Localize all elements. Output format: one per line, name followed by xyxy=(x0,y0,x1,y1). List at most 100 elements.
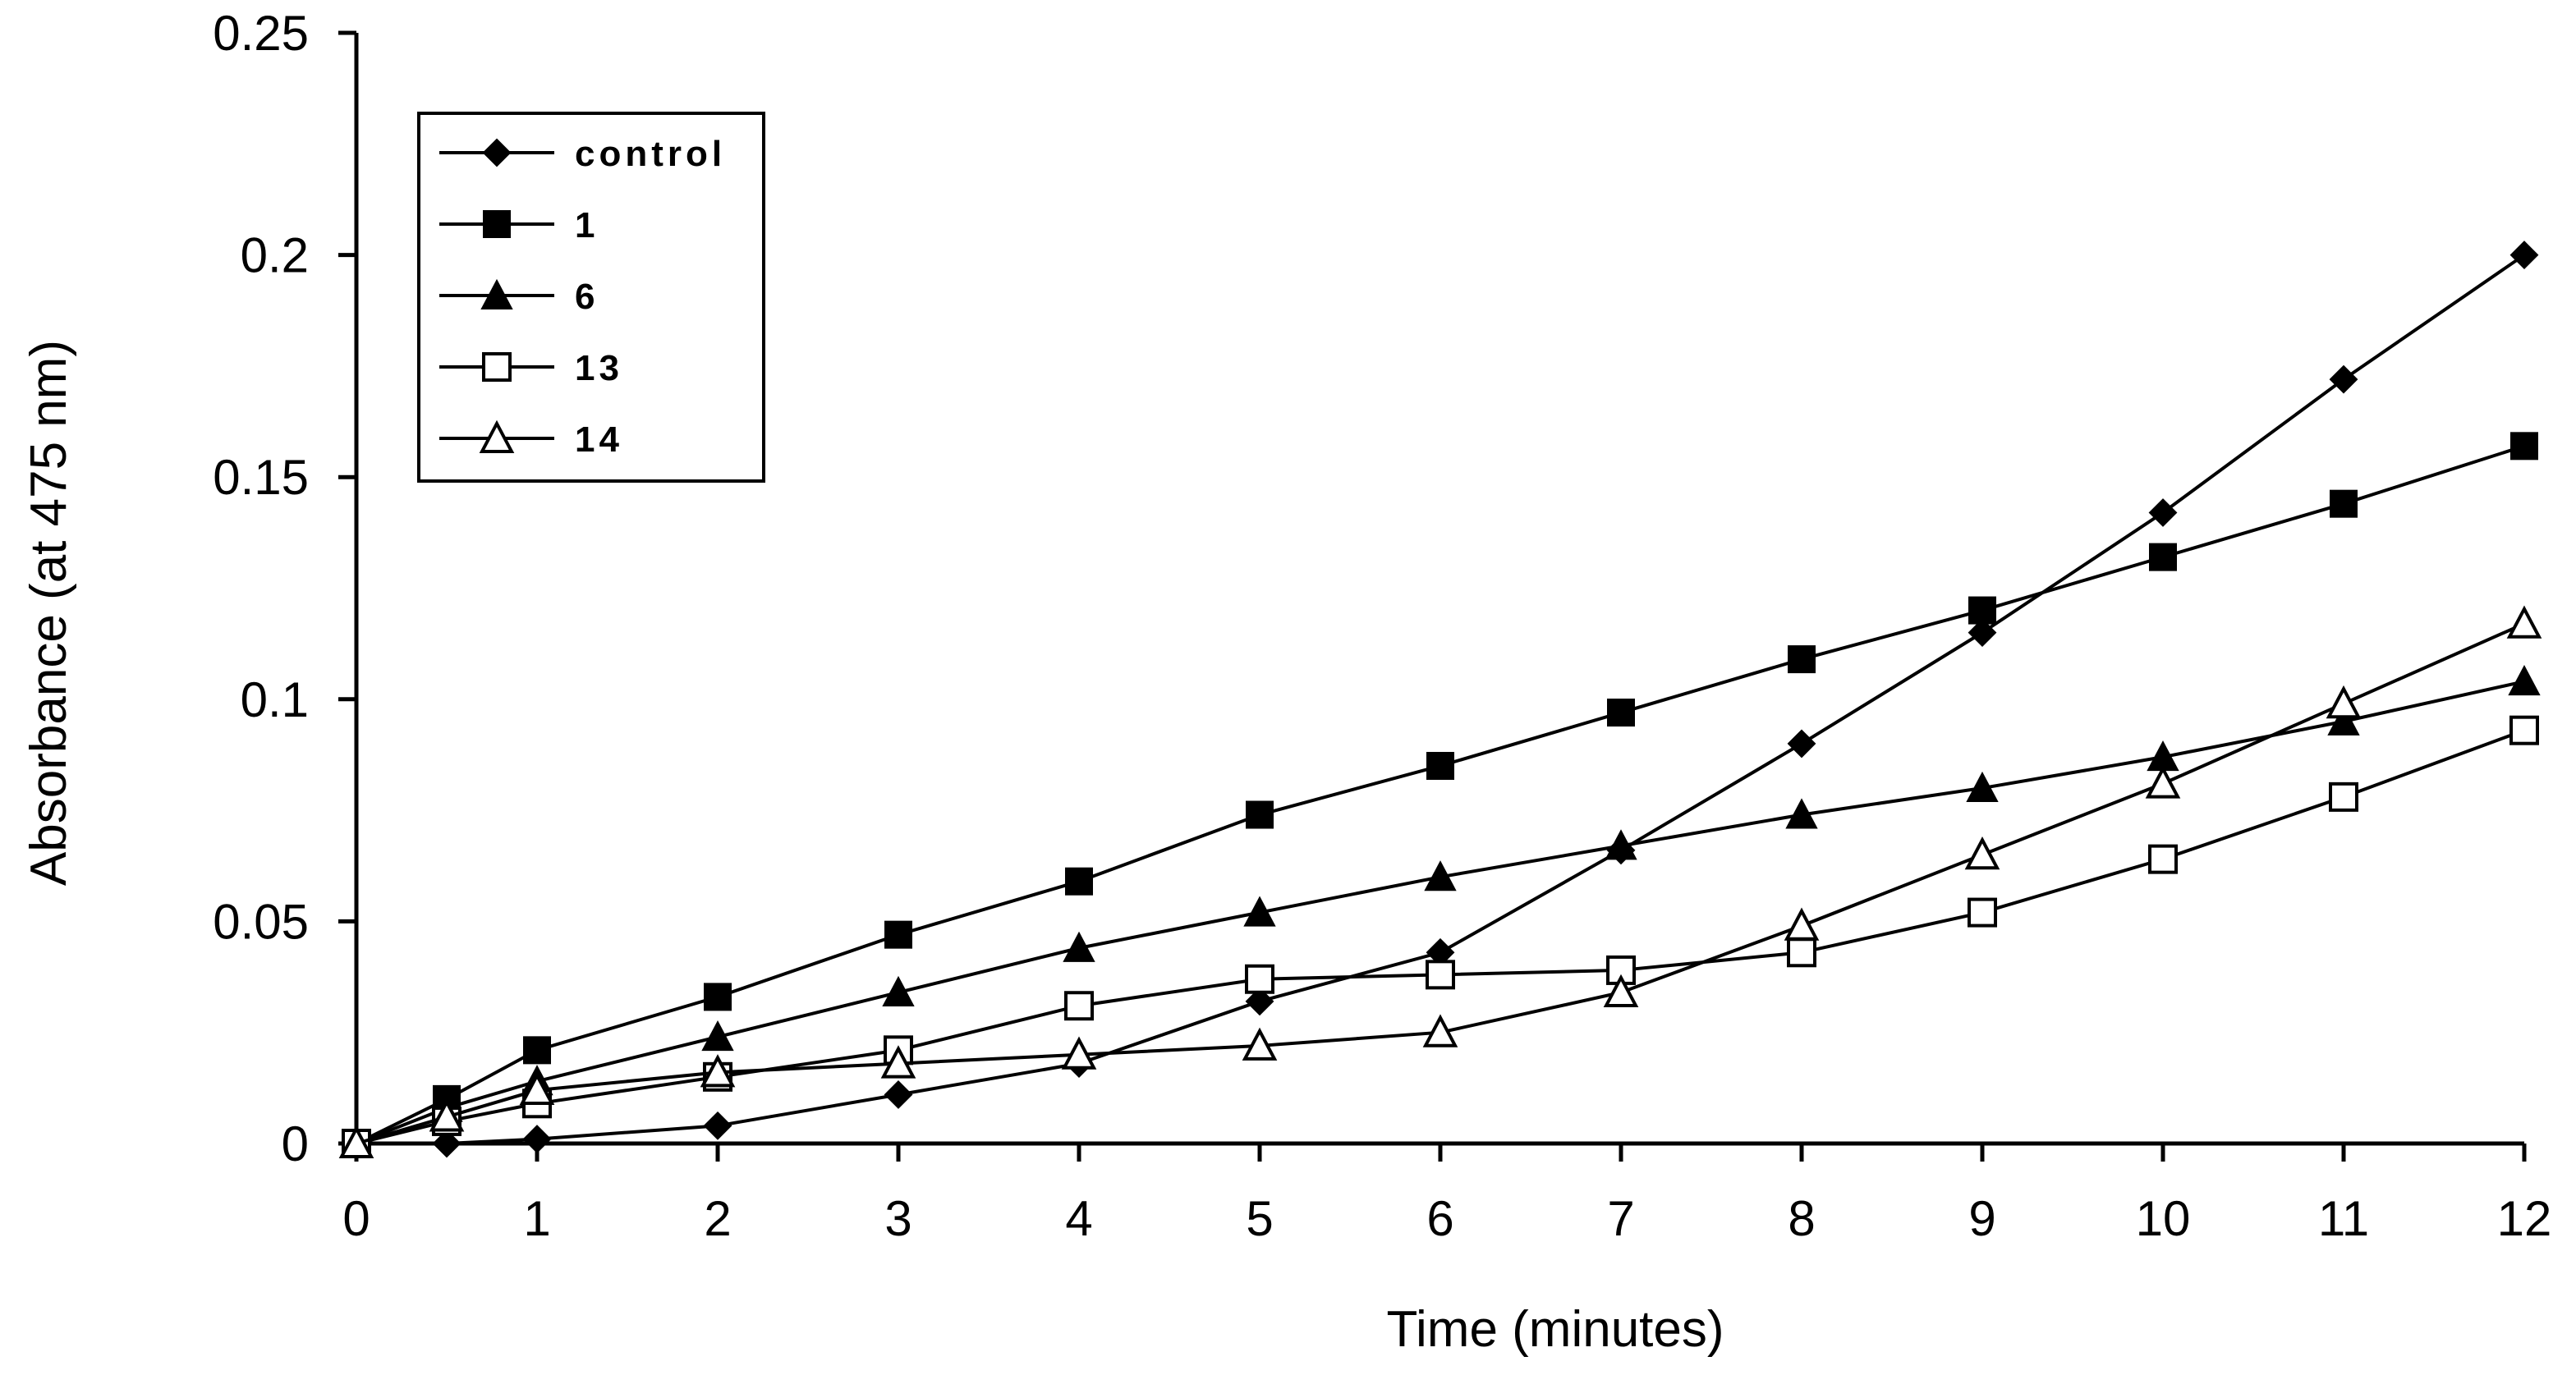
data-point-13 xyxy=(1245,964,1274,994)
legend-label: 14 xyxy=(575,419,623,460)
data-point-control xyxy=(703,1111,732,1140)
data-point-14 xyxy=(1061,1036,1097,1070)
data-point-13 xyxy=(1787,937,1816,968)
data-point-1 xyxy=(2330,489,2358,518)
data-point-1 xyxy=(2510,432,2538,461)
data-point-control xyxy=(2329,364,2358,394)
data-point-control xyxy=(1968,618,1997,648)
data-point-1 xyxy=(704,983,732,1011)
data-point-1 xyxy=(1065,867,1093,896)
data-point-1 xyxy=(523,1036,551,1065)
data-point-14 xyxy=(1603,974,1639,1007)
x-tick-label: 7 xyxy=(1607,1191,1634,1246)
y-tick-label: 0.15 xyxy=(213,450,309,505)
data-point-13 xyxy=(1968,897,1997,928)
x-tick-label: 5 xyxy=(1246,1191,1273,1246)
data-point-14 xyxy=(429,1098,465,1132)
y-tick-label: 0.25 xyxy=(213,6,309,61)
x-tick-label: 6 xyxy=(1426,1191,1453,1246)
data-point-6 xyxy=(2508,665,2541,696)
data-point-14 xyxy=(700,1054,736,1088)
data-point-1 xyxy=(1968,596,1996,625)
legend-item-1: 1 xyxy=(439,205,599,245)
legend-label: 13 xyxy=(575,348,623,388)
series-13 xyxy=(342,715,2539,1158)
x-tick-label: 2 xyxy=(704,1191,731,1246)
x-tick-label: 1 xyxy=(523,1191,550,1246)
data-point-13 xyxy=(2329,781,2358,812)
y-tick-label: 0.05 xyxy=(213,894,309,949)
legend-marker xyxy=(482,138,512,167)
legend-marker xyxy=(483,210,511,238)
data-point-control xyxy=(2148,498,2178,527)
data-point-14 xyxy=(2326,685,2362,719)
x-tick-label: 12 xyxy=(2497,1191,2552,1246)
data-point-13 xyxy=(2509,715,2539,745)
legend-item-6: 6 xyxy=(439,277,599,317)
data-point-6 xyxy=(1243,896,1276,927)
y-tick-label: 0 xyxy=(282,1116,309,1171)
data-point-1 xyxy=(1607,699,1635,727)
data-point-14 xyxy=(2145,765,2181,799)
x-tick-label: 4 xyxy=(1065,1191,1092,1246)
data-point-1 xyxy=(1246,800,1274,829)
y-tick-label: 0.2 xyxy=(241,228,309,283)
data-point-control xyxy=(2509,241,2539,270)
legend: control 1 6 13 14 xyxy=(417,112,765,483)
data-point-13 xyxy=(2148,844,2178,874)
data-point-6 xyxy=(701,1020,734,1052)
data-point-14 xyxy=(519,1071,555,1106)
series-line-13 xyxy=(356,728,2525,1145)
legend-label: 6 xyxy=(575,277,599,317)
data-point-14 xyxy=(1964,836,2000,870)
x-tick-label: 8 xyxy=(1788,1191,1815,1246)
data-point-control xyxy=(1787,729,1816,759)
data-point-6 xyxy=(1424,860,1457,891)
x-tick-label: 10 xyxy=(2136,1191,2191,1246)
x-axis: 0 1 2 3 4 5 6 7 8 9 10 11 12 xyxy=(342,1141,2552,1246)
data-point-control xyxy=(1245,987,1274,1016)
x-axis-title: Time (minutes) xyxy=(1386,1301,1724,1358)
legend-marker xyxy=(482,352,512,382)
data-point-14 xyxy=(1422,1014,1458,1047)
y-axis: 0 0.05 0.1 0.15 0.2 0.25 xyxy=(213,6,359,1171)
data-point-14 xyxy=(880,1045,916,1079)
series-line-1 xyxy=(356,444,2525,1145)
series-line-14 xyxy=(356,621,2525,1145)
y-tick-label: 0.1 xyxy=(241,672,309,727)
data-point-6 xyxy=(1605,829,1637,860)
legend-label: control xyxy=(575,134,726,174)
series-14 xyxy=(338,605,2542,1158)
data-point-6 xyxy=(2327,704,2360,736)
data-point-6 xyxy=(882,975,915,1006)
x-tick-label: 9 xyxy=(1968,1191,1995,1246)
data-point-14 xyxy=(1784,907,1820,941)
x-tick-label: 3 xyxy=(884,1191,911,1246)
legend-label: 1 xyxy=(575,205,599,245)
data-point-14 xyxy=(338,1125,374,1158)
legend-marker xyxy=(479,419,515,453)
data-point-6 xyxy=(1966,771,1999,803)
data-point-1 xyxy=(2149,543,2177,571)
y-axis-title: Absorbance (at 475 nm) xyxy=(21,340,77,886)
series-layer xyxy=(338,241,2542,1158)
legend-item-control: control xyxy=(439,134,726,174)
data-point-control xyxy=(432,1129,461,1158)
x-tick-label: 0 xyxy=(342,1191,370,1246)
series-line-6 xyxy=(356,680,2525,1145)
data-point-14 xyxy=(1242,1027,1278,1061)
data-point-6 xyxy=(1063,931,1095,962)
data-point-1 xyxy=(1788,645,1816,674)
data-point-1 xyxy=(1426,751,1454,780)
series-1 xyxy=(342,432,2538,1157)
legend-marker xyxy=(480,278,513,309)
data-point-14 xyxy=(2506,605,2542,639)
data-point-control xyxy=(522,1125,552,1154)
data-point-1 xyxy=(884,920,912,949)
legend-item-13: 13 xyxy=(439,348,623,388)
data-point-13 xyxy=(1064,991,1094,1021)
legend-item-14: 14 xyxy=(439,419,623,460)
x-tick-label: 11 xyxy=(2318,1191,2369,1246)
